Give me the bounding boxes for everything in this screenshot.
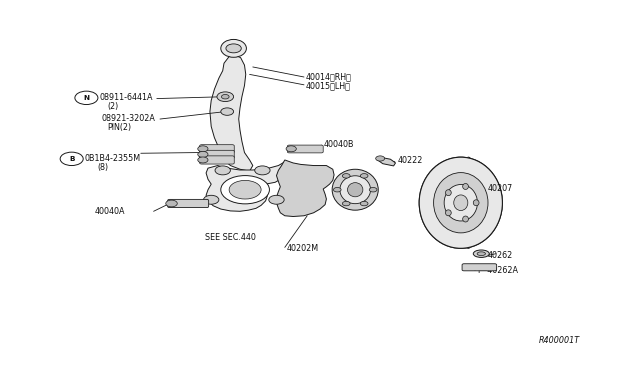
Polygon shape: [378, 157, 396, 166]
Polygon shape: [276, 160, 334, 217]
Ellipse shape: [463, 216, 468, 222]
Ellipse shape: [461, 157, 476, 248]
Text: PIN(2): PIN(2): [108, 123, 132, 132]
Text: 08921-3202A: 08921-3202A: [101, 114, 155, 123]
FancyBboxPatch shape: [168, 199, 209, 208]
Ellipse shape: [474, 250, 489, 257]
Polygon shape: [210, 57, 253, 171]
Text: 40262: 40262: [488, 251, 513, 260]
Circle shape: [215, 166, 230, 175]
Text: 40014〈RH〉: 40014〈RH〉: [306, 73, 352, 81]
Ellipse shape: [454, 195, 468, 211]
FancyBboxPatch shape: [462, 264, 497, 271]
Ellipse shape: [419, 157, 502, 248]
Ellipse shape: [419, 157, 502, 248]
Circle shape: [369, 187, 377, 192]
FancyBboxPatch shape: [200, 145, 234, 153]
Circle shape: [226, 44, 241, 53]
Circle shape: [221, 176, 269, 204]
Text: 40202M: 40202M: [287, 244, 319, 253]
Text: (2): (2): [108, 102, 119, 111]
FancyBboxPatch shape: [287, 145, 323, 153]
Text: 0B1B4-2355M: 0B1B4-2355M: [84, 154, 141, 163]
Circle shape: [75, 91, 98, 105]
Circle shape: [198, 151, 208, 157]
Text: R400001T: R400001T: [539, 336, 580, 345]
Circle shape: [166, 200, 177, 207]
Text: 40222: 40222: [398, 156, 424, 165]
Polygon shape: [228, 57, 239, 63]
Circle shape: [198, 146, 208, 152]
FancyBboxPatch shape: [200, 156, 234, 164]
Text: N: N: [83, 95, 90, 101]
Text: 40207: 40207: [488, 185, 513, 193]
Text: 40015〈LH〉: 40015〈LH〉: [306, 81, 351, 90]
Ellipse shape: [340, 176, 371, 204]
Circle shape: [221, 108, 234, 115]
Ellipse shape: [474, 200, 479, 206]
Circle shape: [360, 201, 368, 206]
Circle shape: [286, 146, 296, 152]
Text: B: B: [69, 156, 74, 162]
Text: SEE SEC.440: SEE SEC.440: [205, 233, 255, 242]
Circle shape: [255, 166, 270, 175]
Ellipse shape: [332, 169, 378, 210]
Ellipse shape: [477, 252, 486, 256]
Circle shape: [376, 156, 385, 161]
Circle shape: [198, 157, 208, 163]
Ellipse shape: [434, 173, 488, 233]
Circle shape: [221, 94, 229, 99]
Text: 40040A: 40040A: [95, 207, 125, 216]
Ellipse shape: [221, 39, 246, 57]
Ellipse shape: [348, 183, 363, 197]
Circle shape: [360, 174, 368, 178]
Text: i—40262A: i—40262A: [477, 266, 518, 275]
FancyBboxPatch shape: [200, 150, 234, 158]
Circle shape: [60, 152, 83, 166]
Ellipse shape: [463, 183, 468, 189]
Ellipse shape: [445, 210, 451, 216]
Text: 08911-6441A: 08911-6441A: [99, 93, 153, 102]
Circle shape: [269, 195, 284, 204]
Ellipse shape: [444, 185, 477, 221]
Ellipse shape: [445, 190, 451, 196]
Text: (8): (8): [97, 163, 108, 172]
Text: 40040B: 40040B: [323, 140, 354, 149]
Circle shape: [342, 174, 350, 178]
Circle shape: [342, 201, 350, 206]
Circle shape: [229, 180, 261, 199]
Circle shape: [333, 187, 341, 192]
Circle shape: [204, 195, 219, 204]
Circle shape: [217, 92, 234, 102]
Polygon shape: [206, 162, 287, 211]
